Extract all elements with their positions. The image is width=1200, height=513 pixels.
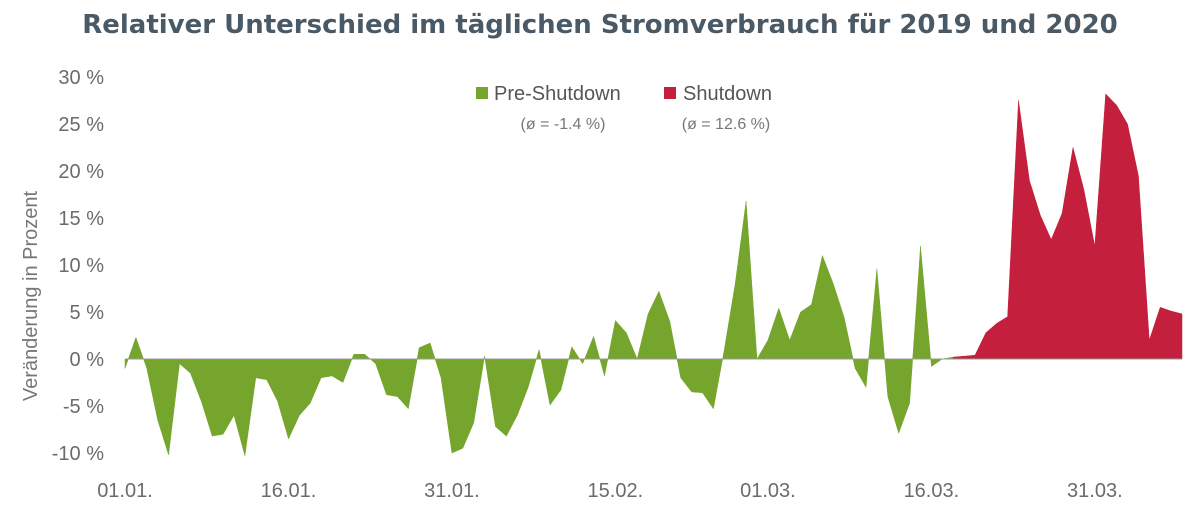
x-axis: 01.01. 16.01. 31.01. 15.02. 01.03. 16.03. 31.0… (97, 480, 1122, 502)
x-tick-label: 01.03. (740, 480, 796, 502)
y-tick-label: 0 % (70, 349, 105, 371)
series-layer (124, 93, 1183, 456)
y-tick-label: 15 % (58, 208, 104, 230)
y-axis-label: Veränderung in Prozent (20, 190, 42, 401)
x-tick-label: 15.02. (588, 480, 644, 502)
y-tick-label: 30 % (58, 67, 104, 89)
legend-swatch-pre-shutdown (476, 87, 488, 99)
y-tick-label: -5 % (63, 396, 104, 418)
y-tick-label: 25 % (58, 114, 104, 136)
y-tick-label: 10 % (58, 255, 104, 277)
chart-title: Relativer Unterschied im täglichen Strom… (82, 10, 1118, 40)
legend-sub-pre-shutdown: (ø = -1.4 %) (521, 116, 606, 133)
y-tick-label: -10 % (52, 443, 104, 465)
legend-label-pre-shutdown: Pre-Shutdown (494, 83, 621, 105)
legend-swatch-shutdown (664, 87, 676, 99)
x-tick-label: 16.01. (261, 480, 317, 502)
y-tick-label: 20 % (58, 161, 104, 183)
legend-sub-shutdown: (ø = 12.6 %) (682, 116, 770, 133)
series-area-pre-shutdown (124, 201, 954, 456)
y-tick-label: 5 % (70, 302, 105, 324)
series-area-shutdown (952, 93, 1183, 360)
legend-label-shutdown: Shutdown (683, 83, 772, 105)
x-tick-label: 31.01. (424, 480, 480, 502)
x-tick-label: 31.03. (1067, 480, 1123, 502)
y-axis: -10 % -5 % 0 % 5 % 10 % 15 % 20 % 25 % 30 % (52, 67, 104, 465)
x-tick-label: 01.01. (97, 480, 153, 502)
x-tick-label: 16.03. (904, 480, 960, 502)
legend: Pre-Shutdown (ø = -1.4 %) Shutdown (ø = … (476, 83, 772, 133)
